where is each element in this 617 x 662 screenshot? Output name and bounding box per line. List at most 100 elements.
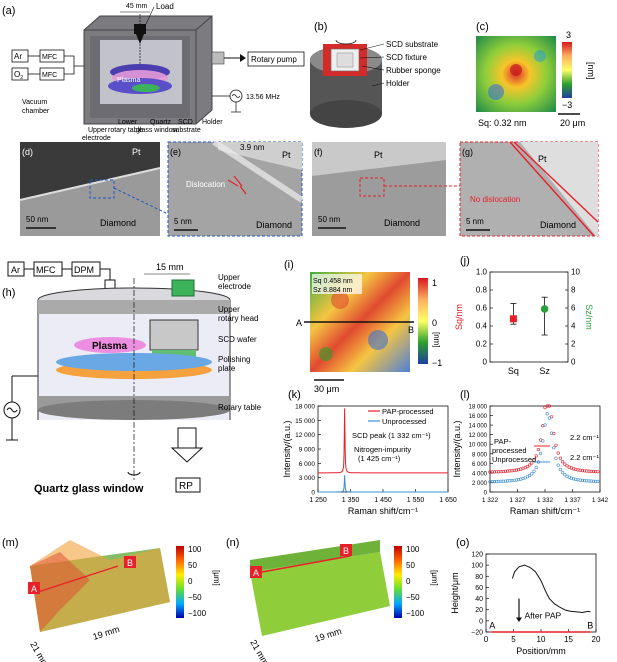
data-point <box>488 480 492 484</box>
svg-text:−100: −100 <box>406 609 425 618</box>
x-category-label: Sz <box>539 366 550 376</box>
svg-text:−50: −50 <box>188 593 202 602</box>
svg-text:0: 0 <box>188 577 193 586</box>
svg-text:Upper: Upper <box>88 127 108 134</box>
x-tick-label: 5 <box>511 635 516 644</box>
data-point <box>538 451 543 456</box>
annotation-scd-peak: SCD peak (1 332 cm⁻¹) <box>352 431 431 440</box>
svg-text:Dislocation: Dislocation <box>186 180 225 189</box>
y-axis-label: Intensity/(a.u.) <box>282 420 292 477</box>
annotation-processed: processed <box>492 446 527 455</box>
svg-text:(n): (n) <box>226 537 239 549</box>
x-axis-label: Raman shift/cm⁻¹ <box>510 506 580 516</box>
svg-text:(f): (f) <box>314 147 323 157</box>
data-point <box>552 431 556 436</box>
y-tick-label: 14 000 <box>469 424 488 430</box>
fwhm-pap: 2.2 cm⁻¹ <box>570 433 599 442</box>
svg-text:0: 0 <box>406 577 411 586</box>
panel-k: (k) 0 3 000 6 000 9 000 12 000 15 000 18 000 1 2… <box>282 389 457 516</box>
data-point <box>591 469 596 474</box>
data-point <box>516 478 521 482</box>
annotation-unprocessed: Unprocessed <box>492 455 536 464</box>
y-tick-label: 40 <box>475 596 483 603</box>
data-point <box>580 478 585 483</box>
panel-m: (m) A B 21 mm 19 mm 100 50 0 −50 −100 [μ… <box>2 537 221 662</box>
svg-text:Lower: Lower <box>118 119 138 126</box>
svg-text:Rotary table: Rotary table <box>218 403 262 412</box>
data-point <box>530 461 534 465</box>
data-point <box>589 469 593 474</box>
svg-text:B: B <box>343 546 349 556</box>
mfc-label-1: MFC <box>42 54 57 61</box>
data-point <box>585 479 589 483</box>
svg-text:electrode: electrode <box>218 282 251 291</box>
data-point <box>576 478 580 482</box>
svg-text:50 nm: 50 nm <box>318 215 341 224</box>
svg-text:RP: RP <box>179 481 193 492</box>
panel-letter: (k) <box>288 389 301 401</box>
svg-text:Upper: Upper <box>218 273 240 282</box>
x-tick-label: 1 327 <box>509 497 526 504</box>
x-tick-label: 1 342 <box>592 497 609 504</box>
y-tick-label: 10 000 <box>469 443 488 449</box>
svg-text:15 mm: 15 mm <box>156 262 184 272</box>
panel-c-letter: (c) <box>476 21 489 33</box>
data-point <box>545 404 549 408</box>
data-point <box>554 443 558 447</box>
y-tick-label: 80 <box>475 574 483 581</box>
data-point <box>497 470 501 474</box>
x-tick-label: 15 <box>564 635 573 644</box>
plot-frame <box>489 271 569 363</box>
svg-text:[μm]: [μm] <box>212 570 221 586</box>
b-label-2: Rubber sponge <box>386 66 441 75</box>
svg-text:−1: −1 <box>432 358 442 368</box>
data-point <box>574 477 578 482</box>
y-tick-label: 6 000 <box>299 461 316 468</box>
data-point <box>563 462 567 466</box>
y-tick-label: 0 <box>483 358 488 367</box>
data-point <box>582 479 587 483</box>
svg-text:A: A <box>31 584 37 594</box>
c-colorbar <box>562 42 572 98</box>
y-tick-label: 0 <box>484 491 488 497</box>
y-tick-label: 20 <box>475 607 483 614</box>
panel-g: (g) Pt No dislocation Diamond 5 nm <box>459 141 599 237</box>
data-point <box>587 469 591 473</box>
annotation-b: B <box>587 621 593 631</box>
legend-label: Unprocessed <box>382 417 426 426</box>
y-tick-label: 4 000 <box>472 471 488 477</box>
y-axis-label: Height/μm <box>450 572 460 613</box>
svg-text:MFC: MFC <box>36 265 56 275</box>
svg-text:21 mm: 21 mm <box>28 640 50 662</box>
svg-text:plate: plate <box>218 364 236 373</box>
svg-text:Diamond: Diamond <box>256 220 292 230</box>
y-tick-label: 16 000 <box>469 414 488 420</box>
svg-text:(e): (e) <box>170 147 181 157</box>
x-tick-label: 10 <box>537 635 546 644</box>
data-point <box>576 468 580 472</box>
svg-text:(i): (i) <box>284 259 294 271</box>
annotation-after-pap: After PAP <box>525 611 562 621</box>
panel-letter: (o) <box>456 537 469 549</box>
data-point <box>530 472 534 476</box>
data-point <box>510 469 514 473</box>
b-label-1: SCD fixture <box>386 53 427 62</box>
y-tick-label: 18 000 <box>295 404 315 411</box>
arrow-head <box>516 617 522 622</box>
svg-text:30 μm: 30 μm <box>314 384 339 394</box>
mfc-label-2: MFC <box>42 72 57 79</box>
panel-b-letter: (b) <box>314 21 327 33</box>
y-tick-label: 9 000 <box>299 447 316 454</box>
x-tick-label: 1 350 <box>342 497 360 504</box>
panel-h: (h) Ar MFC DPM 15 mm Plasma <box>2 261 262 495</box>
svg-text:[nm]: [nm] <box>432 332 441 348</box>
svg-text:Vacuum: Vacuum <box>22 99 47 106</box>
panel-i: (i) Sq 0.458 nm Sz 8.884 nm A B 1 0 −1 [… <box>284 259 442 394</box>
x-tick-label: 1 332 <box>537 497 554 504</box>
y-tick-label: −20 <box>471 630 483 637</box>
svg-text:50: 50 <box>188 561 197 570</box>
svg-text:chamber: chamber <box>22 108 50 115</box>
data-point <box>552 446 556 450</box>
svg-text:(m): (m) <box>2 537 19 549</box>
svg-text:Pt: Pt <box>374 150 383 160</box>
